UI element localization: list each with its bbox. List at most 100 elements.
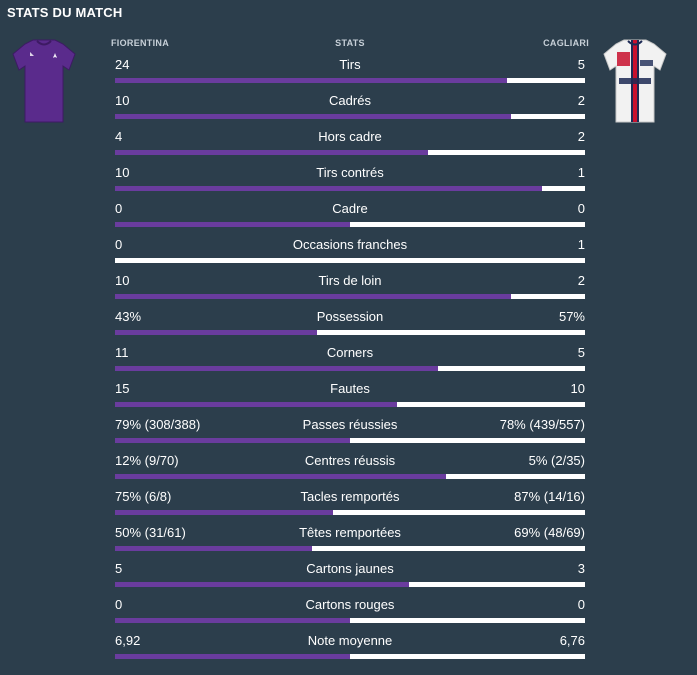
away-value: 57% — [558, 309, 585, 324]
stat-label: Centres réussis — [304, 453, 396, 468]
away-value: 5% (2/35) — [528, 453, 585, 468]
home-share-fill — [115, 474, 447, 479]
stat-label: Cartons rouges — [305, 597, 395, 612]
stat-row: 43% Possession 57% — [115, 308, 585, 344]
stat-label: Passes réussies — [302, 417, 398, 432]
home-share-fill — [115, 402, 397, 407]
stat-label: Hors cadre — [318, 129, 382, 144]
home-value: 43% — [115, 309, 142, 324]
stat-row: 75% (6/8) Tacles remportés 87% (14/16) — [115, 488, 585, 524]
home-share-fill — [115, 654, 350, 659]
stats-column-title: STATS — [335, 38, 365, 48]
away-value: 69% (48/69) — [514, 525, 585, 540]
stat-row: 4 Hors cadre 2 — [115, 128, 585, 164]
comparison-bar — [115, 618, 585, 623]
comparison-bar — [115, 582, 585, 587]
away-value: 1 — [577, 237, 585, 252]
home-value: 12% (9/70) — [115, 453, 179, 468]
away-value: 1 — [577, 165, 585, 180]
comparison-bar — [115, 510, 585, 515]
home-value: 24 — [115, 57, 130, 72]
comparison-bar — [115, 294, 585, 299]
stat-row: 0 Cadre 0 — [115, 200, 585, 236]
comparison-bar — [115, 654, 585, 659]
away-value: 10 — [570, 381, 585, 396]
stat-row: 12% (9/70) Centres réussis 5% (2/35) — [115, 452, 585, 488]
home-value: 50% (31/61) — [115, 525, 186, 540]
comparison-bar — [115, 330, 585, 335]
home-value: 79% (308/388) — [115, 417, 201, 432]
home-value: 0 — [115, 237, 123, 252]
comparison-bar — [115, 258, 585, 263]
home-share-fill — [115, 294, 511, 299]
away-value: 2 — [577, 273, 585, 288]
stat-label: Corners — [326, 345, 374, 360]
home-value: 10 — [115, 93, 130, 108]
away-value: 87% (14/16) — [514, 489, 585, 504]
stat-row: 10 Tirs contrés 1 — [115, 164, 585, 200]
comparison-bar — [115, 366, 585, 371]
away-value: 2 — [577, 129, 585, 144]
stat-row: 0 Cartons rouges 0 — [115, 596, 585, 632]
stat-row: 10 Cadrés 2 — [115, 92, 585, 128]
stat-row: 6,92 Note moyenne 6,76 — [115, 632, 585, 668]
stats-header: FIORENTINA STATS CAGLIARI — [111, 38, 589, 50]
stat-row: 79% (308/388) Passes réussies 78% (439/557… — [115, 416, 585, 452]
stat-row: 50% (31/61) Têtes remportées 69% (48/69) — [115, 524, 585, 560]
home-share-fill — [115, 78, 508, 83]
stat-row: 5 Cartons jaunes 3 — [115, 560, 585, 596]
stat-label: Tacles remportés — [300, 489, 400, 504]
home-value: 10 — [115, 165, 130, 180]
home-value: 0 — [115, 201, 123, 216]
stat-label: Tirs — [339, 57, 361, 72]
home-share-fill — [115, 366, 439, 371]
home-value: 0 — [115, 597, 123, 612]
comparison-bar — [115, 474, 585, 479]
home-share-fill — [115, 330, 318, 335]
stat-label: Têtes remportées — [299, 525, 401, 540]
stats-list: 24 Tirs 5 10 Cadrés 2 4 Hors cadre 2 10 Tirs contr… — [115, 56, 585, 668]
away-value: 3 — [577, 561, 585, 576]
fiorentina-shirt-icon — [11, 38, 77, 124]
stat-label: Tirs de loin — [318, 273, 382, 288]
stat-row: 10 Tirs de loin 2 — [115, 272, 585, 308]
home-kit-graphic — [12, 39, 76, 123]
home-share-fill — [115, 186, 543, 191]
away-team-name: CAGLIARI — [543, 38, 589, 48]
stat-label: Tirs contrés — [316, 165, 384, 180]
stat-row: 24 Tirs 5 — [115, 56, 585, 92]
comparison-bar — [115, 438, 585, 443]
stat-label: Cadrés — [329, 93, 371, 108]
home-value: 5 — [115, 561, 123, 576]
stat-label: Occasions franches — [292, 237, 408, 252]
stat-label: Fautes — [330, 381, 370, 396]
home-share-fill — [115, 114, 511, 119]
away-value: 2 — [577, 93, 585, 108]
home-share-fill — [115, 582, 409, 587]
comparison-bar — [115, 150, 585, 155]
home-value: 10 — [115, 273, 130, 288]
comparison-bar — [115, 222, 585, 227]
stat-row: 0 Occasions franches 1 — [115, 236, 585, 272]
stat-label: Note moyenne — [307, 633, 393, 648]
page-title: STATS DU MATCH — [7, 5, 123, 20]
home-share-fill — [115, 618, 350, 623]
stat-row: 15 Fautes 10 — [115, 380, 585, 416]
away-value: 0 — [577, 201, 585, 216]
away-value: 5 — [577, 345, 585, 360]
comparison-bar — [115, 186, 585, 191]
home-value: 11 — [115, 345, 129, 360]
away-value: 6,76 — [559, 633, 585, 648]
comparison-bar — [115, 78, 585, 83]
away-value: 0 — [577, 597, 585, 612]
home-share-fill — [115, 438, 350, 443]
stat-label: Possession — [316, 309, 384, 324]
comparison-bar — [115, 402, 585, 407]
home-value: 6,92 — [115, 633, 141, 648]
home-share-fill — [115, 150, 429, 155]
home-share-fill — [115, 546, 313, 551]
away-value: 5 — [577, 57, 585, 72]
home-share-fill — [115, 222, 350, 227]
home-value: 4 — [115, 129, 123, 144]
home-team-name: FIORENTINA — [111, 38, 169, 48]
